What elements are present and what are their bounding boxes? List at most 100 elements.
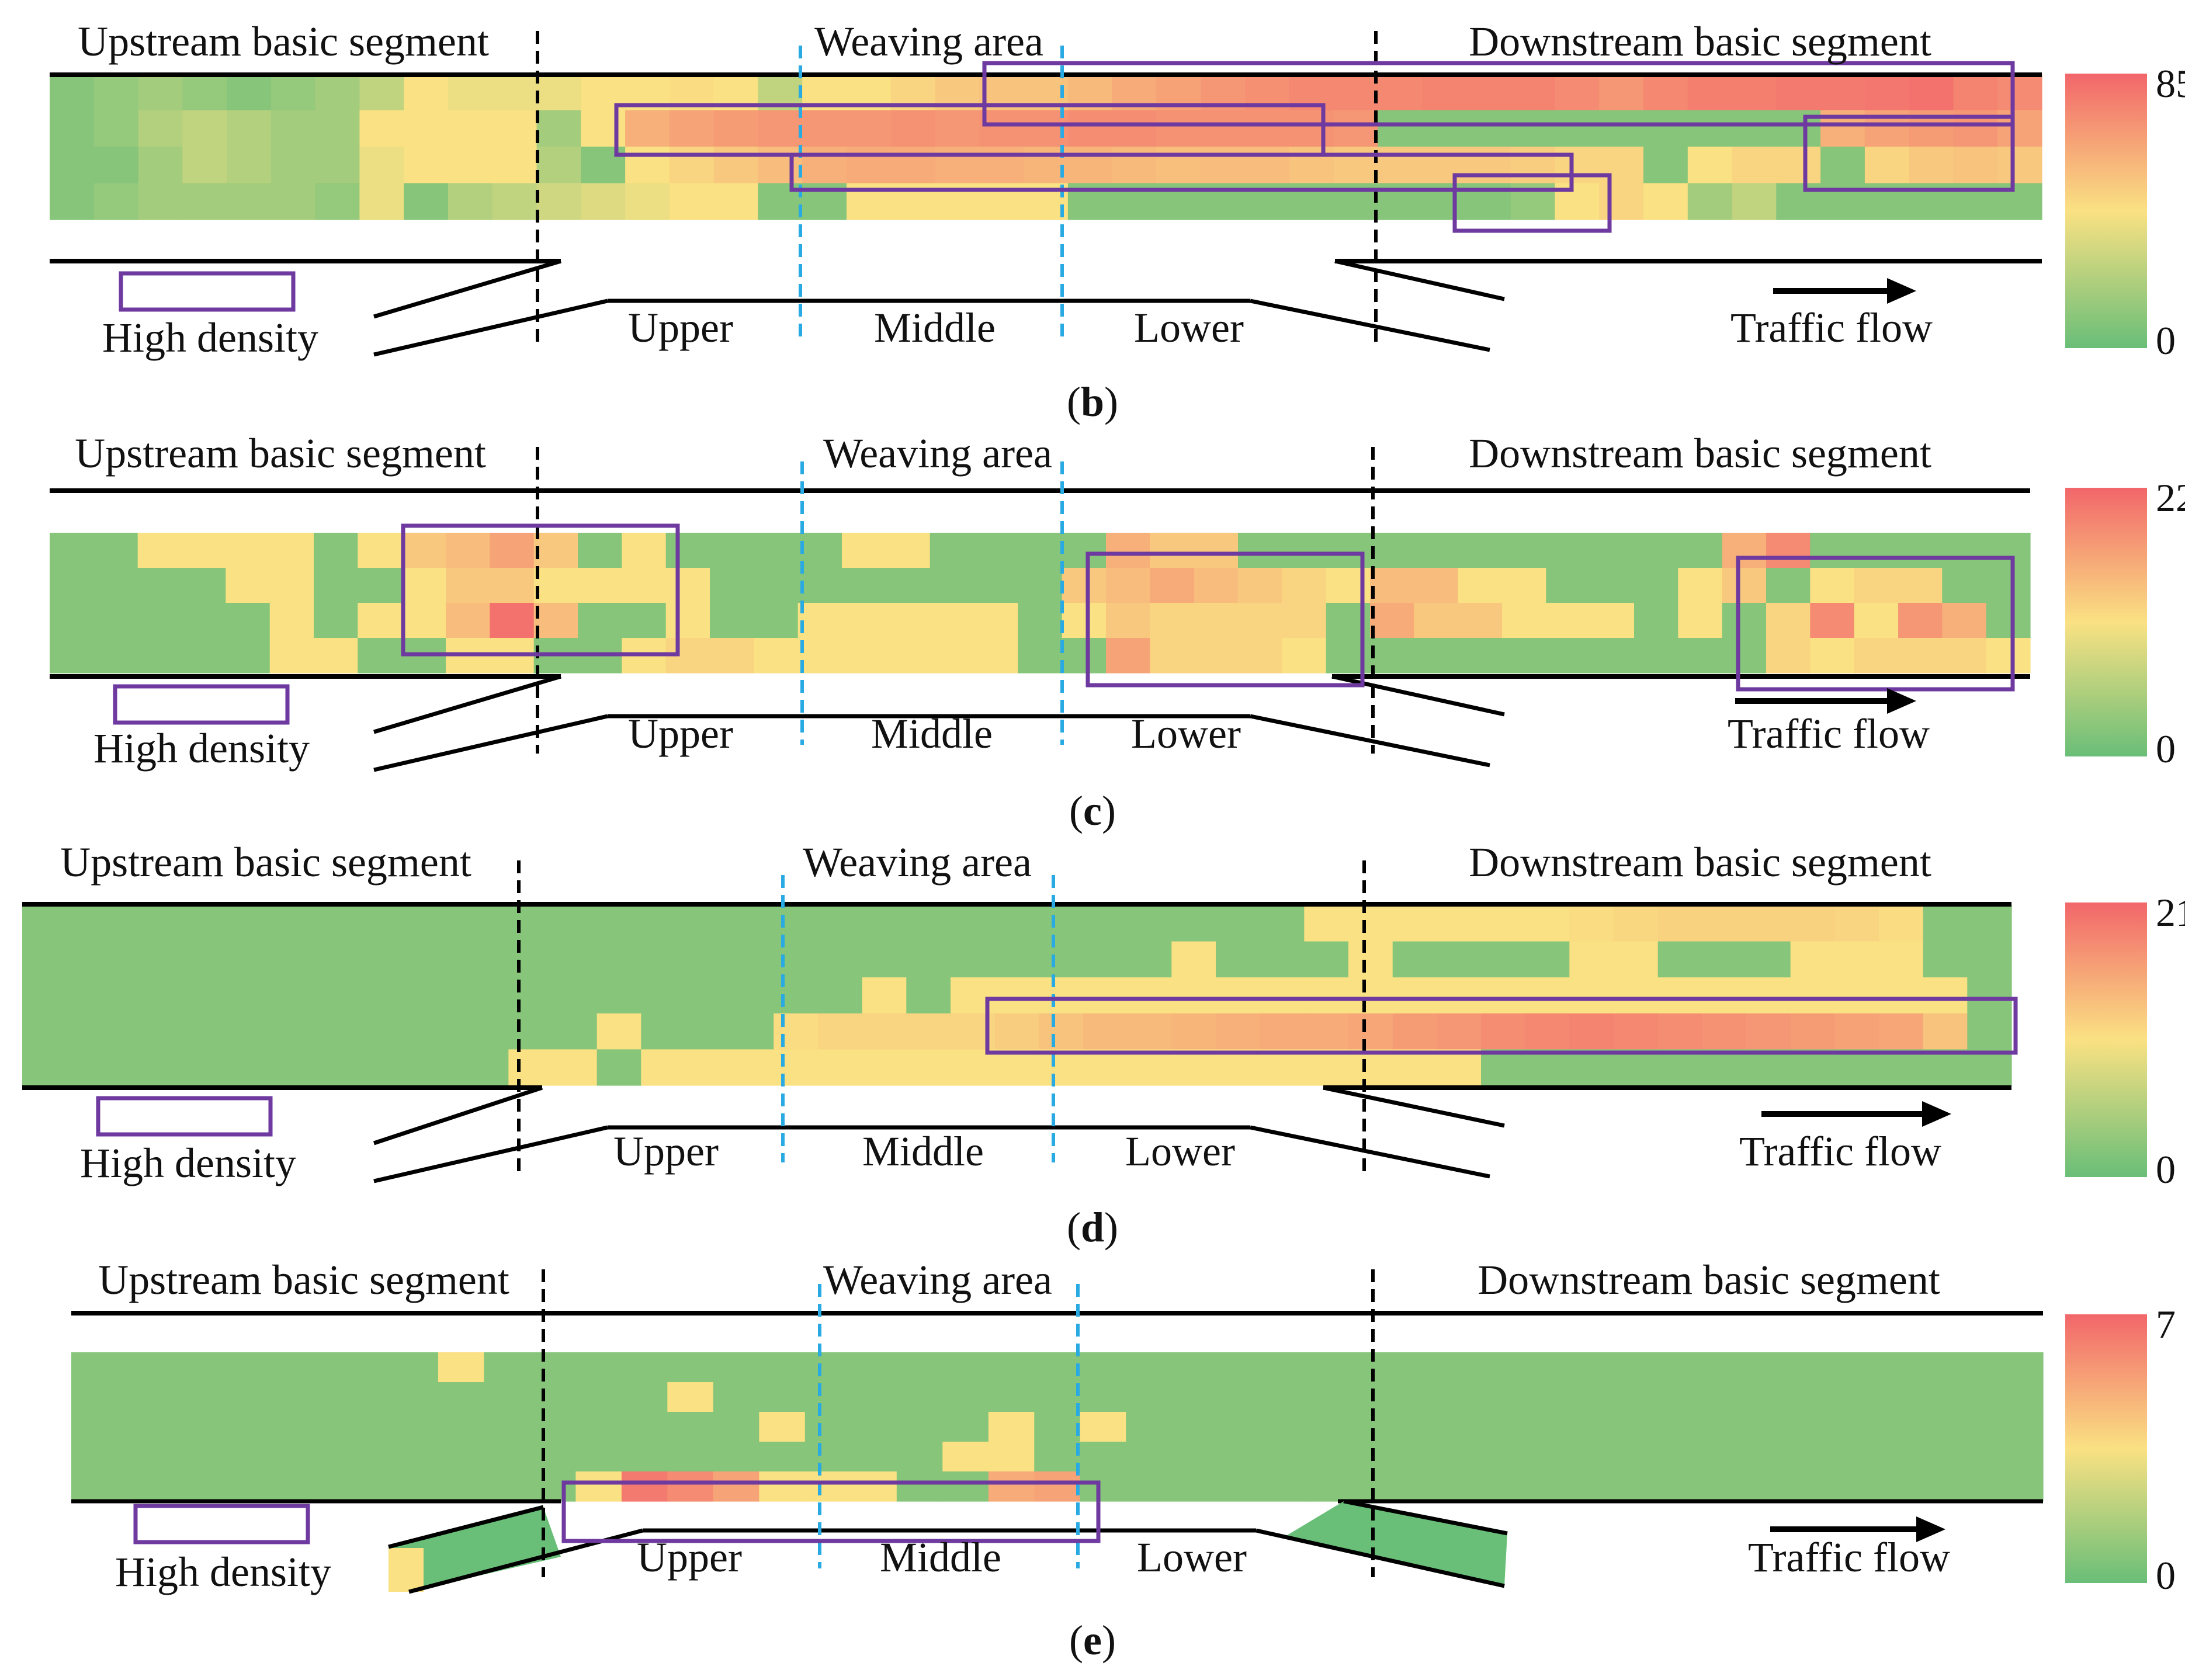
heatmap-cell — [199, 905, 244, 942]
heatmap-cell — [1263, 1352, 1310, 1383]
heatmap-cell — [1422, 147, 1467, 184]
heatmap-cell — [1766, 568, 1811, 603]
heatmap-cell — [685, 1049, 730, 1086]
heatmap-cell — [1766, 638, 1811, 674]
heatmap-cell — [1657, 1049, 1702, 1086]
heatmap-cell — [50, 183, 95, 220]
heatmap-cell — [1546, 638, 1591, 674]
heatmap-cell — [1722, 1471, 1768, 1502]
heatmap-cell — [974, 533, 1018, 568]
heatmap-cell — [759, 1412, 806, 1442]
heatmap-cell — [1909, 147, 1954, 184]
heatmap-cell — [578, 568, 622, 603]
heatmap-cell — [376, 1049, 421, 1086]
heatmap-cell — [163, 1471, 210, 1502]
heatmap-cell — [1676, 1471, 1723, 1502]
heatmap-cell — [300, 1412, 347, 1442]
heatmap-cell — [359, 183, 404, 220]
heatmap-cell — [1034, 1471, 1081, 1502]
heatmap-cell — [255, 1382, 301, 1412]
heatmap-cell — [1466, 74, 1511, 111]
heatmap-cell — [1260, 941, 1305, 978]
colorbar-max-label: 7 — [2156, 1302, 2176, 1346]
heatmap-cell — [1263, 1442, 1310, 1472]
heatmap-cell — [1289, 110, 1334, 147]
heatmap-cell — [1067, 110, 1113, 147]
heatmap-cell — [1238, 638, 1282, 674]
heatmap-cell — [1333, 147, 1378, 184]
heatmap-cell — [1997, 74, 2042, 111]
zone-label-upper: Upper — [628, 304, 733, 351]
heatmap-cell — [1997, 147, 2042, 184]
heatmap-cell — [484, 1471, 530, 1502]
heatmap-cell — [1546, 568, 1591, 603]
heatmap-cell — [314, 568, 358, 603]
section-title-upstream: Upstream basic segment — [75, 430, 486, 477]
heatmap-cell — [1997, 1382, 2044, 1412]
heatmap-cell — [529, 1382, 576, 1412]
heatmap-cell — [1304, 1049, 1349, 1086]
heatmap-cell — [797, 533, 842, 568]
heatmap-cell — [758, 147, 803, 184]
heatmap-cell — [1854, 568, 1899, 603]
heatmap-cell — [713, 1352, 759, 1383]
heatmap-cell — [227, 147, 272, 184]
heatmap-cell — [359, 110, 404, 147]
heatmap-cell — [1378, 110, 1423, 147]
heatmap-cell — [1194, 603, 1239, 638]
heatmap-cell — [1634, 568, 1678, 603]
on-ramp — [389, 1507, 561, 1592]
heatmap-cell — [1171, 1442, 1218, 1472]
heatmap-cell — [1546, 533, 1591, 568]
heatmap-cell — [1746, 905, 1791, 942]
heatmap-cell — [392, 1412, 439, 1442]
heatmap-cell — [1263, 1471, 1310, 1502]
heatmap-cell — [270, 147, 316, 184]
heatmap-cell — [93, 183, 139, 220]
heatmap-cell — [669, 183, 715, 220]
heatmap-cell — [713, 147, 759, 184]
heatmap-cell — [1127, 941, 1172, 978]
heatmap-cell — [553, 1013, 598, 1050]
heatmap-cell — [1923, 977, 1968, 1014]
heatmap-cell — [1834, 1049, 1879, 1086]
heatmap-cell — [300, 1471, 347, 1502]
heatmap-cell — [1766, 533, 1811, 568]
heatmap-cell — [1997, 1442, 2044, 1472]
heatmap-cell — [464, 1013, 509, 1050]
heatmap-cell — [1687, 183, 1733, 220]
heatmap-cell — [71, 1382, 118, 1412]
heatmap-cell — [974, 603, 1018, 638]
heatmap-cell — [710, 568, 754, 603]
heatmap-cell — [331, 1049, 376, 1086]
heatmap-cell — [346, 1382, 393, 1412]
heatmap-cell — [1702, 905, 1747, 942]
heatmap-cell — [797, 603, 842, 638]
heatmap-cell — [93, 603, 138, 638]
heatmap-cell — [1437, 1049, 1482, 1086]
heatmap-cell — [1942, 603, 1987, 638]
heatmap-cell — [575, 1382, 622, 1412]
heatmap-cell — [199, 941, 244, 978]
heatmap-cell — [300, 1442, 347, 1472]
heatmap-cell — [754, 568, 799, 603]
heatmap-cell — [1260, 1013, 1305, 1050]
zone-label-lower: Lower — [1137, 1534, 1247, 1581]
heatmap-cell — [1034, 1352, 1081, 1383]
zone-label-lower: Lower — [1125, 1128, 1235, 1175]
heatmap-cell — [1458, 568, 1503, 603]
heatmap-cell — [621, 1471, 668, 1502]
heatmap-cell — [1216, 1013, 1261, 1050]
heatmap-cell — [1437, 977, 1482, 1014]
heatmap-cell — [1860, 1352, 1906, 1383]
heatmap-cell — [22, 941, 67, 978]
heatmap-cell — [979, 147, 1024, 184]
high-density-box — [401, 523, 680, 657]
heatmap-cell — [1309, 1471, 1356, 1502]
heatmap-cell — [533, 533, 578, 568]
heatmap-cell — [1951, 1442, 1998, 1472]
heatmap-cell — [1614, 1049, 1659, 1086]
heatmap-cell — [581, 147, 626, 184]
heatmap-cell — [358, 568, 403, 603]
heatmap-cell — [930, 603, 974, 638]
